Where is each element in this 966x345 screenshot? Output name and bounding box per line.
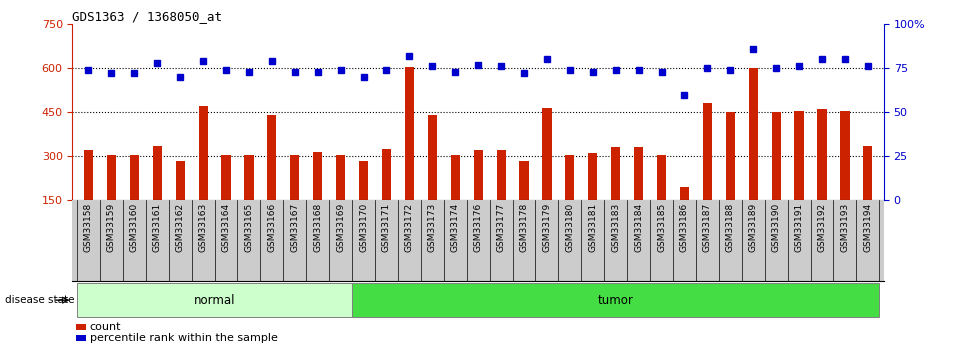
- Bar: [565, 155, 575, 200]
- Bar: [772, 112, 781, 200]
- Text: disease state: disease state: [5, 295, 74, 305]
- Text: GSM33172: GSM33172: [405, 203, 413, 252]
- Bar: [313, 152, 323, 200]
- Text: GSM33190: GSM33190: [772, 203, 781, 252]
- Text: percentile rank within the sample: percentile rank within the sample: [90, 333, 277, 343]
- Bar: [199, 106, 208, 200]
- Bar: [611, 147, 620, 200]
- Bar: [359, 160, 368, 200]
- Bar: [657, 155, 667, 200]
- Bar: [244, 155, 253, 200]
- Text: GSM33189: GSM33189: [749, 203, 757, 252]
- Text: GSM33164: GSM33164: [221, 203, 231, 252]
- Bar: [221, 155, 231, 200]
- Bar: [153, 146, 162, 200]
- Bar: [107, 155, 116, 200]
- Bar: [76, 335, 86, 341]
- Bar: [542, 108, 552, 200]
- Bar: [428, 115, 437, 200]
- Text: GSM33168: GSM33168: [313, 203, 323, 252]
- Bar: [520, 160, 528, 200]
- Text: GSM33162: GSM33162: [176, 203, 185, 252]
- Text: GSM33179: GSM33179: [543, 203, 552, 252]
- Bar: [634, 147, 643, 200]
- Text: GSM33174: GSM33174: [451, 203, 460, 252]
- Text: GSM33176: GSM33176: [473, 203, 483, 252]
- Text: GSM33191: GSM33191: [795, 203, 804, 252]
- Text: GSM33165: GSM33165: [244, 203, 253, 252]
- Text: GSM33184: GSM33184: [634, 203, 643, 252]
- Text: GSM33192: GSM33192: [817, 203, 827, 252]
- Text: GSM33193: GSM33193: [840, 203, 849, 252]
- Text: GSM33181: GSM33181: [588, 203, 597, 252]
- Text: GSM33183: GSM33183: [611, 203, 620, 252]
- Text: GSM33159: GSM33159: [107, 203, 116, 252]
- Text: normal: normal: [194, 294, 236, 307]
- Text: GDS1363 / 1368050_at: GDS1363 / 1368050_at: [72, 10, 222, 23]
- Text: GSM33194: GSM33194: [864, 203, 872, 252]
- Bar: [451, 155, 460, 200]
- Text: GSM33185: GSM33185: [657, 203, 666, 252]
- Bar: [680, 187, 689, 200]
- Bar: [290, 155, 299, 200]
- Bar: [497, 150, 505, 200]
- Bar: [382, 149, 391, 200]
- Bar: [405, 67, 414, 200]
- Text: GSM33180: GSM33180: [565, 203, 575, 252]
- Bar: [794, 111, 804, 200]
- Bar: [588, 153, 597, 200]
- Bar: [840, 111, 849, 200]
- Text: GSM33171: GSM33171: [382, 203, 391, 252]
- Bar: [336, 155, 345, 200]
- Text: GSM33161: GSM33161: [153, 203, 161, 252]
- FancyBboxPatch shape: [77, 283, 352, 317]
- Bar: [129, 155, 139, 200]
- FancyBboxPatch shape: [352, 283, 879, 317]
- Text: GSM33167: GSM33167: [291, 203, 299, 252]
- Bar: [473, 150, 483, 200]
- Text: GSM33178: GSM33178: [520, 203, 528, 252]
- Bar: [268, 115, 276, 200]
- Bar: [84, 150, 93, 200]
- Text: tumor: tumor: [598, 294, 634, 307]
- Text: GSM33170: GSM33170: [359, 203, 368, 252]
- Text: GSM33188: GSM33188: [725, 203, 735, 252]
- Text: GSM33169: GSM33169: [336, 203, 345, 252]
- Text: count: count: [90, 322, 122, 332]
- Bar: [703, 104, 712, 200]
- Text: GSM33160: GSM33160: [129, 203, 139, 252]
- Text: GSM33166: GSM33166: [268, 203, 276, 252]
- Bar: [749, 68, 757, 200]
- Text: GSM33186: GSM33186: [680, 203, 689, 252]
- Text: GSM33187: GSM33187: [703, 203, 712, 252]
- Text: GSM33158: GSM33158: [84, 203, 93, 252]
- Bar: [76, 324, 86, 330]
- Text: GSM33173: GSM33173: [428, 203, 437, 252]
- Bar: [176, 160, 185, 200]
- Bar: [864, 146, 872, 200]
- Bar: [817, 109, 827, 200]
- Text: GSM33163: GSM33163: [199, 203, 208, 252]
- Bar: [725, 112, 735, 200]
- Text: GSM33177: GSM33177: [497, 203, 505, 252]
